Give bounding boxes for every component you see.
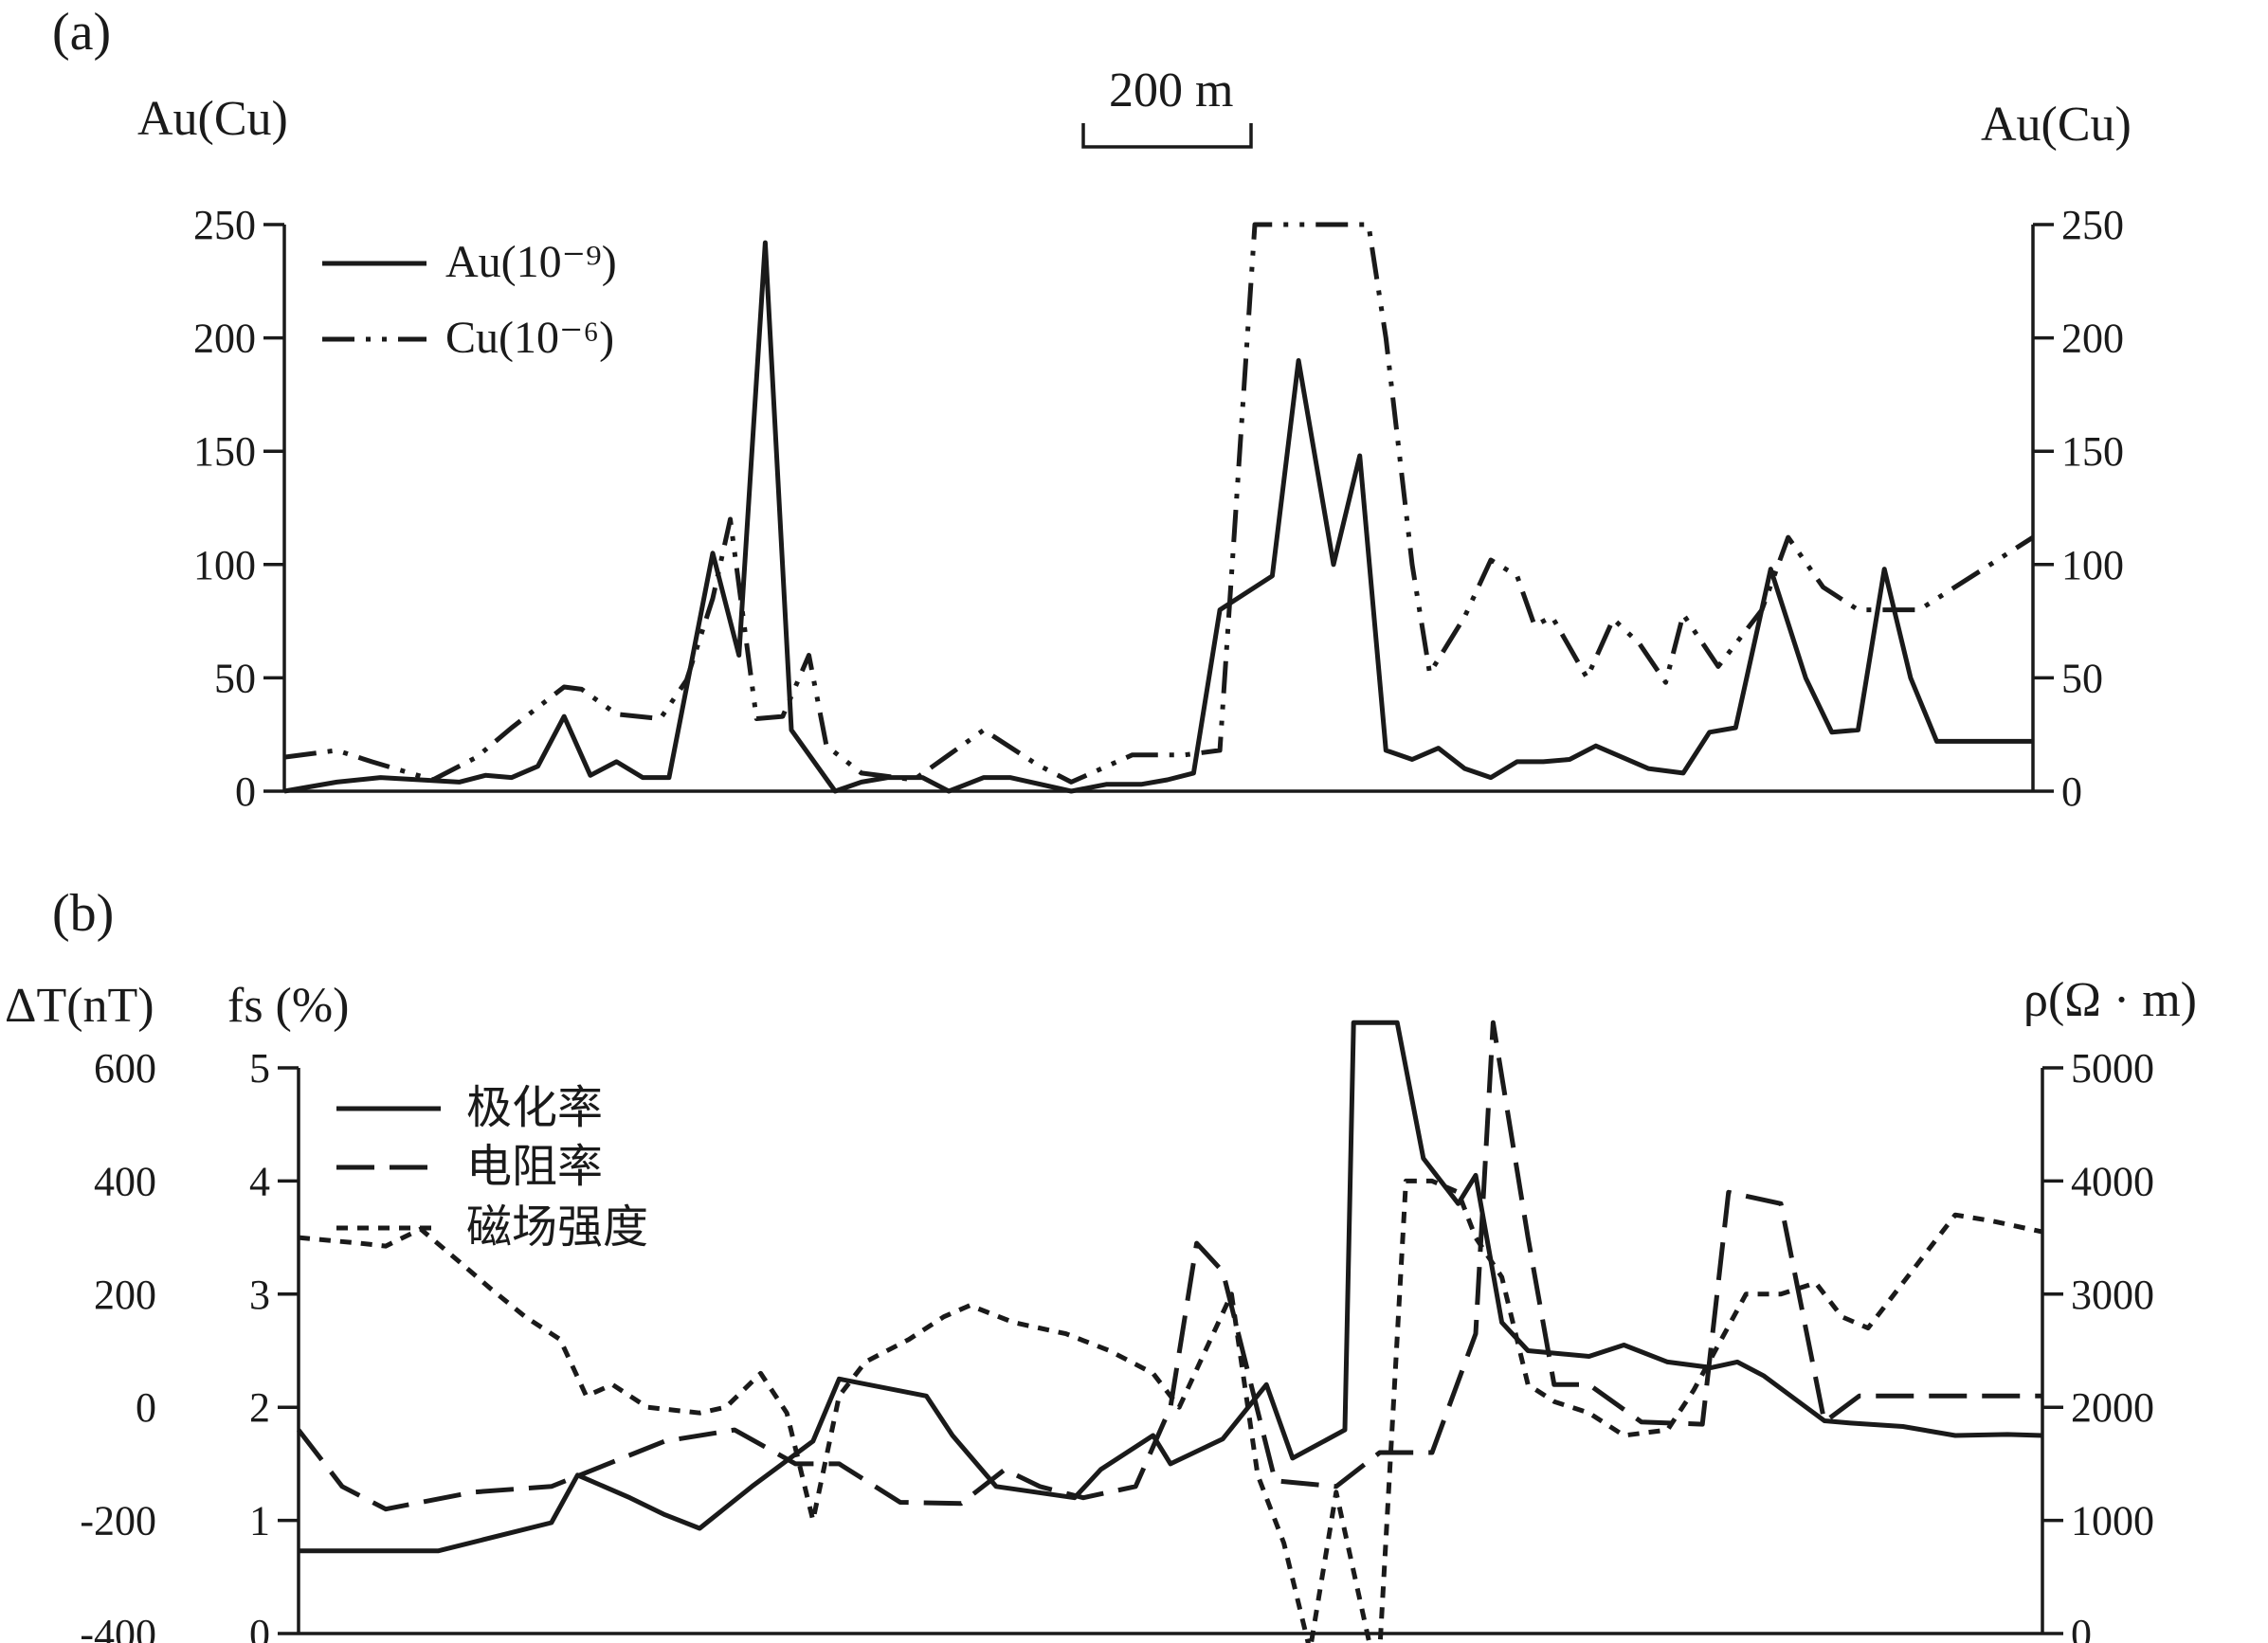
panel-b-rho-tick-label: 1000 xyxy=(2071,1498,2154,1544)
panel-a-right-tick-label: 200 xyxy=(2061,316,2124,362)
panel-b-rho-tick-label: 4000 xyxy=(2071,1158,2154,1204)
polarizability-series-line xyxy=(299,1020,2043,1554)
panel-b-rho-axis-label: ρ(Ω · m) xyxy=(2023,973,2197,1027)
panel-a: (a) Au(Cu) Au(Cu) 200 m 0 50 100 150 200 250 0… xyxy=(52,3,2132,815)
panel-b-fs-tick-label: 1 xyxy=(249,1498,270,1544)
panel-b-rho-tick-label: 3000 xyxy=(2071,1272,2154,1318)
panel-a-right-tick-label: 150 xyxy=(2061,428,2124,475)
magnetic-field-series-line xyxy=(298,1178,2043,1643)
au-series-line xyxy=(283,240,2033,794)
panel-b-fs-tick-label: 5 xyxy=(249,1045,270,1092)
panel-b-dT-axis-label: ΔT(nT) xyxy=(5,979,154,1033)
legend-au-label: Au(10⁻⁹) xyxy=(445,237,617,287)
panel-b-legend: 极化率 电阻率 磁场强度 xyxy=(336,1083,648,1253)
scale-bar-label: 200 m xyxy=(1109,63,1233,117)
legend-polarizability-label: 极化率 xyxy=(466,1083,603,1133)
panel-a-left-tick-label: 200 xyxy=(193,316,256,362)
panel-b: (b) ΔT(nT) fs (%) ρ(Ω · m) 5 600 5000 4 400 4… xyxy=(5,884,2197,1643)
panel-a-right-axis-label: Au(Cu) xyxy=(1981,98,2132,152)
panel-b-dT-tick-label: 200 xyxy=(94,1272,156,1318)
panel-b-fs-tick-label: 3 xyxy=(249,1272,270,1318)
panel-b-fs-axis-label: fs (%) xyxy=(227,979,350,1033)
panel-a-label: (a) xyxy=(52,3,111,62)
panel-a-left-tick-label: 0 xyxy=(235,768,256,815)
panel-b-fs-tick-label: 0 xyxy=(249,1611,270,1643)
panel-b-dT-tick-label: -400 xyxy=(80,1611,156,1643)
panel-a-left-tick-label: 150 xyxy=(193,428,256,475)
legend-magnetic-label: 磁场强度 xyxy=(466,1202,648,1253)
panel-b-rho-tick-label: 0 xyxy=(2071,1611,2092,1643)
panel-a-left-tick-label: 100 xyxy=(193,542,256,588)
panel-b-dT-tick-label: 0 xyxy=(136,1384,156,1431)
panel-a-left-tick-label: 50 xyxy=(214,655,256,701)
panel-a-right-tick-label: 100 xyxy=(2061,542,2124,588)
legend-resistivity-label: 电阻率 xyxy=(466,1142,603,1192)
panel-b-label: (b) xyxy=(52,884,114,943)
panel-b-fs-tick-label: 4 xyxy=(249,1158,270,1204)
panel-b-dT-tick-label: -200 xyxy=(80,1498,156,1544)
panel-b-rho-tick-label: 5000 xyxy=(2071,1045,2154,1092)
panel-a-left-axis-label: Au(Cu) xyxy=(137,92,288,146)
panel-a-right-tick-label: 50 xyxy=(2061,655,2103,701)
scale-bar-line xyxy=(1081,123,1253,149)
cu-series-line xyxy=(283,222,2035,785)
panel-a-legend: Au(10⁻⁹) Cu(10⁻⁶) xyxy=(322,237,617,363)
panel-b-dT-tick-label: 600 xyxy=(94,1045,156,1092)
panel-b-fs-tick-label: 2 xyxy=(249,1384,270,1431)
legend-cu-label: Cu(10⁻⁶) xyxy=(445,313,614,363)
panel-b-dT-tick-label: 400 xyxy=(94,1158,156,1204)
panel-b-rho-tick-label: 2000 xyxy=(2071,1384,2154,1431)
panel-a-left-tick-label: 250 xyxy=(193,202,256,248)
panel-a-right-tick-label: 0 xyxy=(2061,768,2082,815)
scale-bar: 200 m xyxy=(1081,63,1253,149)
panel-a-right-tick-label: 250 xyxy=(2061,202,2124,248)
